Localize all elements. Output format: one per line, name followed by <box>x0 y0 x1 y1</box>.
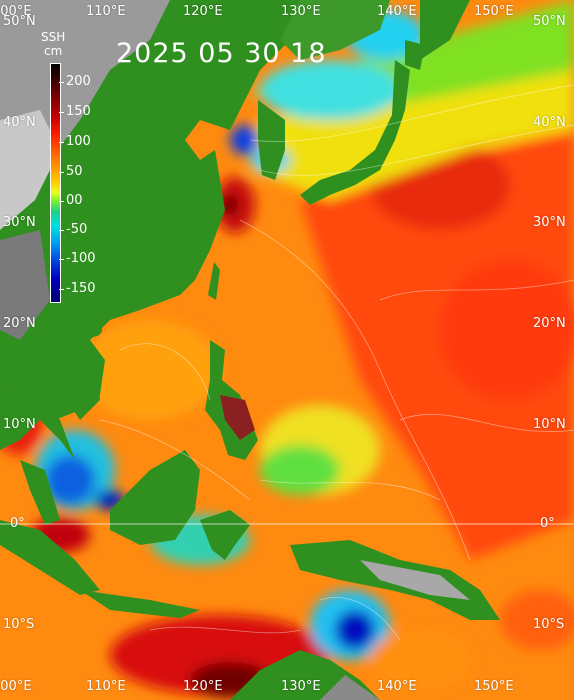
colorbar-tick-mark <box>59 259 64 260</box>
colorbar-tick-label: 100 <box>66 134 91 149</box>
lat-label-right: 50°N <box>533 14 566 29</box>
colorbar-tick-mark <box>59 112 64 113</box>
colorbar-title: SSH cm <box>41 30 65 58</box>
lat-label-right: 10°S <box>533 617 565 632</box>
contour-lines <box>99 84 574 641</box>
colorbar-tick-label: -50 <box>66 222 88 237</box>
map-title: 2025 05 30 18 <box>116 38 327 69</box>
lat-label-left: 0° <box>10 516 25 531</box>
colorbar-tick-label: 150 <box>66 104 91 119</box>
colorbar-tick-mark <box>59 230 64 231</box>
lon-label-bottom: 150°E <box>474 679 514 694</box>
lat-label-left: 10°S <box>3 617 35 632</box>
lat-label-left: 20°N <box>3 316 36 331</box>
colorbar-tick-label: 200 <box>66 74 91 89</box>
lat-label-right: 10°N <box>533 417 566 432</box>
lat-label-right: 30°N <box>533 215 566 230</box>
lon-label-top: 120°E <box>183 4 223 19</box>
lon-label-top: 110°E <box>86 4 126 19</box>
colorbar-tick-mark <box>59 289 64 290</box>
lat-label-left: 30°N <box>3 215 36 230</box>
land <box>0 0 500 700</box>
lat-label-left: 10°N <box>3 417 36 432</box>
lon-label-bottom: 100°E <box>0 679 32 694</box>
colorbar-tick-label: 50 <box>66 164 83 179</box>
colorbar-tick-mark <box>59 172 64 173</box>
colorbar-tick-mark <box>59 201 64 202</box>
lon-label-bottom: 140°E <box>377 679 417 694</box>
lon-label-bottom: 130°E <box>281 679 321 694</box>
lon-label-bottom: 110°E <box>86 679 126 694</box>
colorbar-tick-label: 00 <box>66 193 83 208</box>
lon-label-top: 100°E <box>0 4 32 19</box>
colorbar-tick-mark <box>59 82 64 83</box>
lat-label-right: 0° <box>540 516 555 531</box>
lon-label-top: 130°E <box>281 4 321 19</box>
colorbar-title-line1: SSH <box>41 30 66 44</box>
colorbar-tick-label: -100 <box>66 251 96 266</box>
lat-label-right: 40°N <box>533 115 566 130</box>
colorbar-title-line2: cm <box>43 44 63 58</box>
colorbar-tick-mark <box>59 142 64 143</box>
lat-label-right: 20°N <box>533 316 566 331</box>
lon-label-top: 150°E <box>474 4 514 19</box>
lon-label-bottom: 120°E <box>183 679 223 694</box>
colorbar-tick-label: -150 <box>66 281 96 296</box>
lat-label-left: 40°N <box>3 115 36 130</box>
lat-label-left: 50°N <box>3 14 36 29</box>
lon-label-top: 140°E <box>377 4 417 19</box>
colorbar-gradient <box>50 63 61 303</box>
